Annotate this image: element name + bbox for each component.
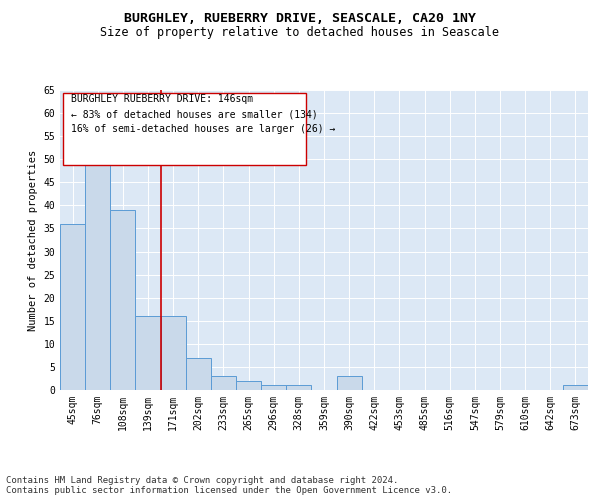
Bar [161,316,186,390]
Text: BURGHLEY, RUEBERRY DRIVE, SEASCALE, CA20 1NY: BURGHLEY, RUEBERRY DRIVE, SEASCALE, CA20… [124,12,476,26]
Bar [286,386,311,390]
Bar [110,210,136,390]
Text: Size of property relative to detached houses in Seascale: Size of property relative to detached ho… [101,26,499,39]
Bar [136,316,161,390]
Y-axis label: Number of detached properties: Number of detached properties [28,150,38,330]
Bar [211,376,236,390]
Text: Contains HM Land Registry data © Crown copyright and database right 2024.
Contai: Contains HM Land Registry data © Crown c… [6,476,452,495]
Bar [186,358,211,390]
Bar [236,381,261,390]
Bar [60,224,85,390]
Bar [337,376,362,390]
Text: BURGHLEY RUEBERRY DRIVE: 146sqm
← 83% of detached houses are smaller (134)
16% o: BURGHLEY RUEBERRY DRIVE: 146sqm ← 83% of… [71,94,335,134]
FancyBboxPatch shape [62,93,305,165]
Bar [85,146,110,390]
Bar [261,386,286,390]
Bar [563,386,588,390]
